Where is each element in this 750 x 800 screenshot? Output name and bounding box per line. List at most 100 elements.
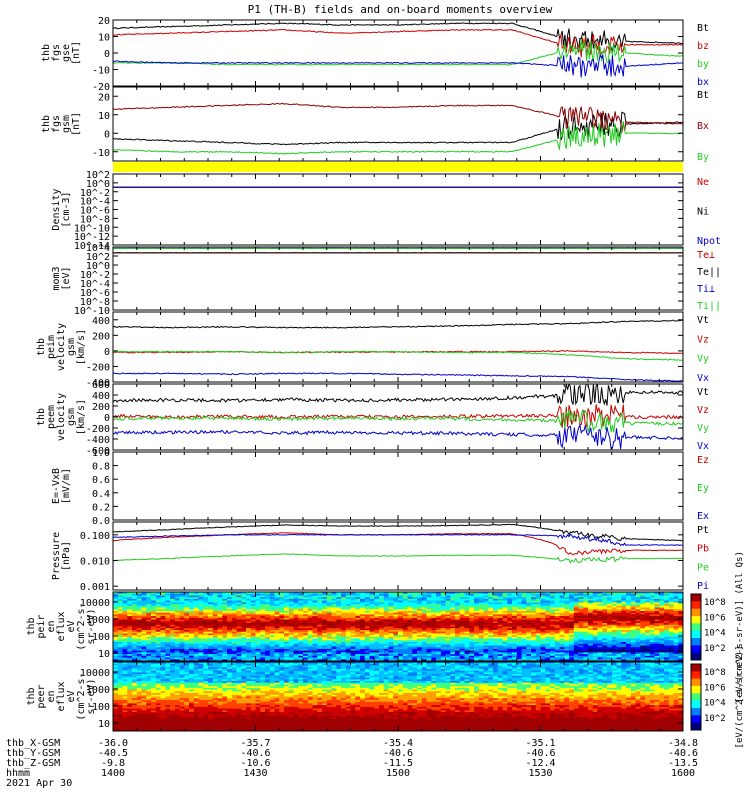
spectrogram-cell [436,600,442,603]
spectrogram-cell [117,595,124,598]
spectrogram-cell [322,593,328,596]
spectrogram-cell [127,648,133,652]
spectrogram-cell [630,595,637,598]
spectrogram-cell [379,592,385,595]
spectrogram-cell [407,645,413,648]
spectrogram-cell [198,623,204,626]
spectrogram-cell [174,592,181,595]
spectrogram-cell [146,621,152,624]
spectrogram-cell [550,645,556,648]
spectrogram-cell [355,645,361,648]
spectrogram-cell [155,633,162,636]
spectrogram-cell [426,600,432,603]
spectrogram-cell [165,626,171,629]
spectrogram-cell [649,592,656,595]
spectrogram-cell [241,636,247,640]
spectrogram-cell [426,604,432,607]
spectrogram-cell [559,600,565,603]
spectrogram-cell [512,619,518,622]
spectrogram-cell [626,617,632,621]
spectrogram-cell [336,638,342,641]
spectrogram-cell [450,628,456,631]
spectrogram-cell [241,619,247,622]
spectrogram-cell [673,631,679,634]
spectrogram-cell [531,617,537,621]
spectrogram-cell [554,595,561,598]
spectrogram-cell [374,597,380,600]
spectrogram-cell [654,598,660,602]
spectrogram-cell [364,633,371,636]
spectrogram-cell [350,630,356,633]
spectrogram-cell [493,621,499,624]
spectrogram-cell [231,609,238,612]
spectrogram-cell [227,616,233,619]
spectrogram-cell [136,636,143,640]
spectrogram-cell [203,604,209,607]
spectrogram-cell [559,607,565,610]
spectrogram-cell [360,602,366,605]
spectrogram-cell [146,623,152,626]
spectrogram-cell [678,642,683,645]
y-tick-label: 1.0 [92,448,110,459]
spectrogram-cell [364,600,371,603]
spectrogram-cell [393,643,399,647]
spectrogram-cell [383,652,390,655]
spectrogram-cell [569,600,575,603]
spectrogram-cell [478,626,485,629]
spectrogram-cell [388,650,394,653]
spectrogram-cell [654,636,660,640]
spectrogram-cell [293,640,299,643]
spectrogram-cell [312,640,318,643]
spectrogram-cell [621,623,627,626]
spectrogram-cell [497,623,504,626]
spectrogram-cell [531,647,537,650]
spectrogram-cell [659,631,665,634]
spectrogram-cell [507,605,513,609]
spectrogram-cell [217,626,223,629]
spectrogram-cell [678,638,683,641]
spectrogram-cell [645,642,651,645]
spectrogram-cell [668,652,675,655]
spectrogram-cell [493,640,499,643]
spectrogram-cell [407,602,413,605]
spectrogram-cell [179,619,185,622]
spectrogram-cell [611,602,618,605]
spectrogram-cell [203,645,209,648]
spectrogram-cell [274,628,280,631]
spectrogram-cell [236,647,242,650]
spectrogram-cell [255,647,261,650]
spectrogram-cell [279,643,285,647]
spectrogram-cell [630,642,637,645]
spectrogram-cell [217,640,223,643]
y-axis-label: E=-VxB [mV/m] [51,468,72,504]
spectrogram-cell [512,636,518,640]
spectrogram-cell [393,617,399,621]
spectrogram-cell [483,636,489,640]
spectrogram-cell [635,630,641,633]
spectrogram-cell [155,623,162,626]
y-axis-label-line: gsm [66,408,77,426]
spectrogram-cell [493,604,499,607]
spectrogram-cell [326,619,333,622]
spectrogram-cell [136,626,143,629]
spectrogram-cell [488,614,494,617]
spectrogram-cell [550,643,556,647]
spectrogram-cell [440,631,447,634]
spectrogram-cell [654,638,660,641]
spectrogram-cell [507,645,513,648]
spectrogram-cell [222,612,228,615]
spectrogram-cell [645,643,651,647]
spectrogram-cell [160,611,166,614]
spectrogram-cell [635,605,641,609]
spectrogram-cell [626,607,632,610]
spectrogram-cell [260,635,266,638]
spectrogram-cell [146,631,152,634]
spectrogram-cell [436,630,442,633]
spectrogram-cell [640,635,646,638]
spectrogram-cell [526,621,532,624]
spectrogram-cell [331,624,337,628]
spectrogram-cell [127,643,133,647]
spectrogram-cell [364,640,371,643]
spectrogram-cell [507,647,513,650]
spectrogram-cell [545,633,551,636]
